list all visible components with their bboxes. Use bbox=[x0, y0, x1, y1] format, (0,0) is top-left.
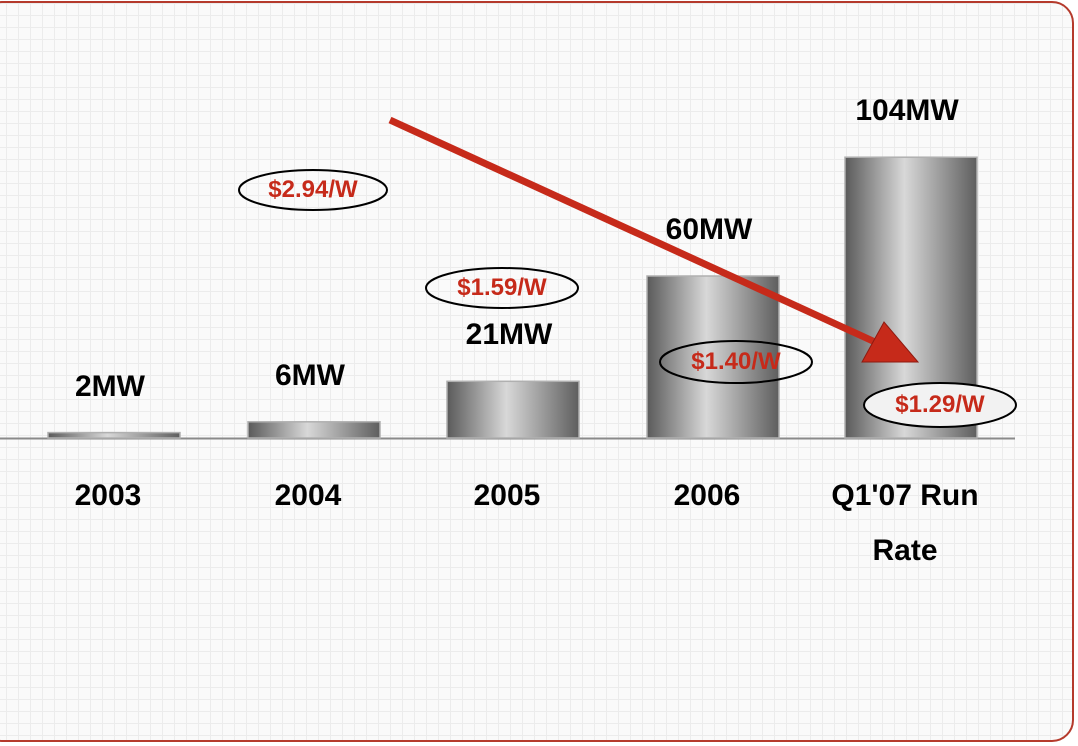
x-tick-label: 2004 bbox=[274, 479, 342, 512]
annotation-ellipse bbox=[425, 267, 579, 309]
x-tick-label: Q1'07 Run Rate bbox=[831, 479, 979, 567]
x-tick-label: 2003 bbox=[74, 479, 142, 512]
bar bbox=[646, 275, 780, 439]
bar bbox=[47, 431, 181, 439]
value-label: 104MW bbox=[855, 94, 959, 128]
annotation: $2.94/W bbox=[268, 176, 358, 203]
annotation: $1.29/W bbox=[895, 391, 985, 418]
value-label: 60MW bbox=[665, 213, 753, 246]
annotation-ellipse bbox=[238, 169, 388, 211]
annotation: $1.59/W bbox=[457, 274, 547, 301]
bar bbox=[446, 380, 580, 439]
bar bbox=[247, 421, 381, 439]
arrow-head bbox=[861, 321, 920, 363]
annotation: $1.40/W bbox=[691, 348, 781, 375]
annotation-ellipse bbox=[659, 340, 813, 384]
value-label: 21MW bbox=[465, 318, 553, 352]
annotation-ellipse bbox=[863, 382, 1017, 428]
trend-arrow bbox=[388, 116, 877, 346]
x-tick-label: 2005 bbox=[473, 479, 541, 512]
value-label: 6MW bbox=[275, 358, 345, 392]
x-tick-label: 2006 bbox=[673, 479, 741, 512]
value-label: 2MW bbox=[75, 369, 145, 403]
